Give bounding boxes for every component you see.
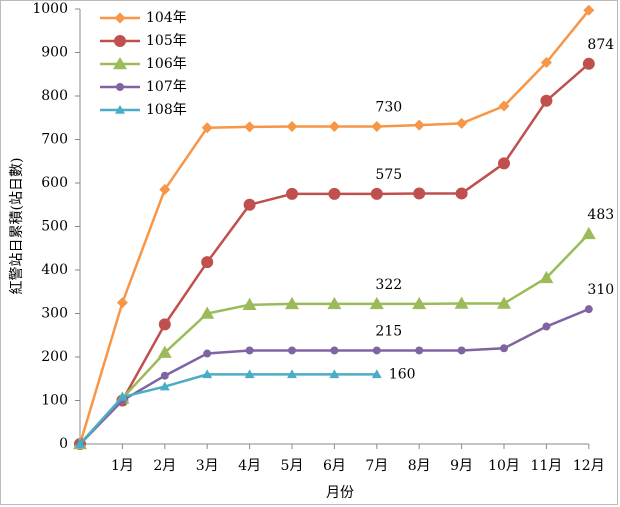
point xyxy=(457,346,466,355)
legend-marker xyxy=(114,12,126,24)
point xyxy=(371,120,383,132)
point xyxy=(158,318,171,331)
point xyxy=(584,305,593,314)
legend-marker xyxy=(116,83,124,91)
series-line xyxy=(79,373,377,445)
point xyxy=(327,296,342,310)
x-tick-label: 6月 xyxy=(323,458,346,474)
x-tick-label: 8月 xyxy=(408,458,431,474)
y-tick-label: 0 xyxy=(59,436,68,452)
x-tick-label: 10月 xyxy=(488,458,520,474)
point xyxy=(242,297,257,311)
x-tick-label: 1月 xyxy=(111,458,134,474)
point xyxy=(160,371,169,380)
point xyxy=(369,296,384,310)
point xyxy=(201,122,213,134)
x-tick-label: 11月 xyxy=(530,458,562,474)
legend-label: 105年 xyxy=(146,33,187,49)
point xyxy=(201,256,214,269)
legend-marker xyxy=(114,35,126,47)
y-tick-label: 600 xyxy=(41,175,68,191)
legend-marker xyxy=(113,57,127,70)
point xyxy=(500,344,508,353)
y-tick-label: 800 xyxy=(41,88,68,104)
x-tick-label: 9月 xyxy=(450,458,473,474)
point xyxy=(328,120,340,132)
point xyxy=(243,198,256,211)
legend-label: 106年 xyxy=(146,56,187,72)
data-label: 874 xyxy=(587,37,614,53)
point xyxy=(456,117,468,129)
point xyxy=(371,369,382,379)
point xyxy=(117,392,128,401)
point xyxy=(328,187,341,200)
point xyxy=(540,57,552,69)
point xyxy=(286,187,298,200)
point xyxy=(542,322,551,331)
point xyxy=(413,187,426,200)
data-label: 322 xyxy=(375,277,402,293)
point xyxy=(244,121,256,133)
point xyxy=(288,346,296,355)
point xyxy=(159,381,170,391)
y-tick-label: 400 xyxy=(41,262,68,278)
y-tick-label: 300 xyxy=(41,306,68,322)
point xyxy=(200,306,215,319)
y-tick-label: 500 xyxy=(41,219,68,235)
point xyxy=(583,4,595,16)
point xyxy=(287,369,297,379)
point xyxy=(75,439,85,448)
point xyxy=(372,346,381,355)
point xyxy=(497,296,511,309)
legend-label: 104年 xyxy=(146,10,187,26)
point xyxy=(540,94,553,107)
y-tick-label: 1000 xyxy=(32,1,68,17)
point xyxy=(330,346,339,355)
data-label: 575 xyxy=(375,167,402,183)
data-label: 730 xyxy=(375,99,402,115)
x-tick-label: 3月 xyxy=(196,458,219,474)
x-tick-label: 7月 xyxy=(365,458,388,474)
point xyxy=(539,270,554,284)
x-tick-label: 5月 xyxy=(281,458,304,474)
point xyxy=(159,184,171,196)
point xyxy=(116,297,128,309)
point xyxy=(285,296,299,310)
x-tick-label: 12月 xyxy=(573,458,605,474)
point xyxy=(370,187,383,200)
point xyxy=(412,296,427,310)
data-label: 160 xyxy=(389,366,416,382)
point xyxy=(157,345,172,358)
point xyxy=(329,369,340,379)
point xyxy=(454,296,469,309)
point xyxy=(415,346,424,355)
point xyxy=(413,119,425,131)
y-tick-label: 100 xyxy=(41,393,68,409)
y-tick-label: 700 xyxy=(41,132,68,148)
x-tick-label: 2月 xyxy=(153,458,176,474)
data-label: 310 xyxy=(587,282,614,298)
point xyxy=(581,226,596,240)
point xyxy=(245,346,254,355)
point xyxy=(203,349,212,358)
legend-label: 107年 xyxy=(146,79,187,95)
data-label: 215 xyxy=(375,323,402,339)
point xyxy=(286,120,298,132)
y-tick-label: 900 xyxy=(41,45,68,61)
point xyxy=(455,187,468,200)
x-tick-label: 4月 xyxy=(238,458,261,474)
point xyxy=(244,369,255,379)
legend-label: 108年 xyxy=(146,102,187,118)
data-label: 483 xyxy=(587,207,614,223)
point xyxy=(582,57,595,70)
x-axis-label: 月份 xyxy=(326,485,354,501)
point xyxy=(498,100,510,112)
legend-marker xyxy=(115,105,125,114)
point xyxy=(498,157,510,170)
point xyxy=(202,369,213,379)
y-axis-label: 紅警站日累積(站日數) xyxy=(9,158,25,295)
y-tick-label: 200 xyxy=(41,349,68,365)
